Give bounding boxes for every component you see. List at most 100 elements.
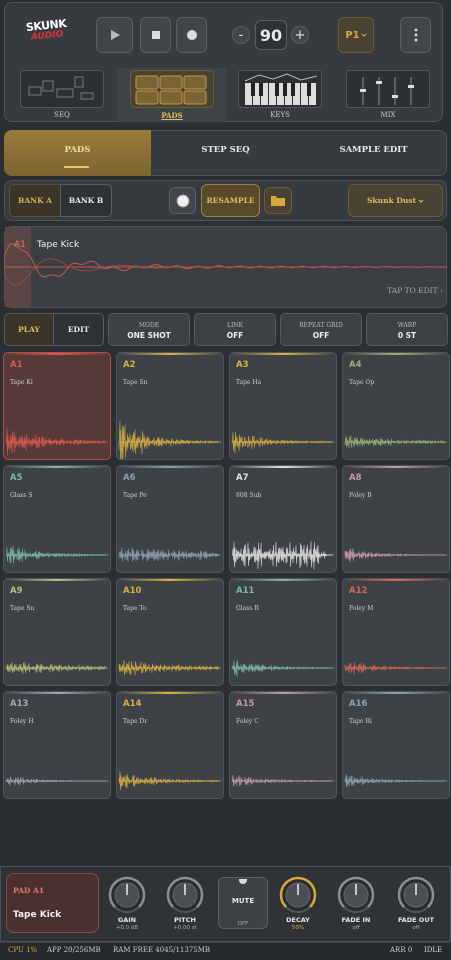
pad[interactable]: A8 Foley B	[342, 465, 450, 573]
pad-wave	[231, 431, 332, 454]
pad[interactable]: A4 Tape Op	[342, 352, 450, 460]
mute-value: OFF	[237, 921, 249, 927]
black-key	[259, 83, 263, 96]
stop-button[interactable]	[140, 17, 171, 53]
knob-value: +0.00 st	[173, 925, 197, 931]
pad[interactable]: A5 Glass S	[3, 465, 111, 573]
black-key	[291, 83, 295, 96]
knob[interactable]	[278, 875, 318, 915]
pad-name: Tape Dr	[123, 718, 148, 725]
pad-cell	[159, 75, 183, 90]
pad-id: A16	[349, 699, 368, 709]
folder-icon	[271, 196, 285, 206]
pad-wave	[344, 548, 445, 563]
tab-thumb[interactable]	[130, 70, 214, 108]
mode-tab-active	[4, 130, 151, 176]
pad-id: A5	[10, 473, 23, 483]
knob-value: +0.0 dB	[115, 925, 139, 931]
pad[interactable]: A6 Tape Pe	[116, 465, 224, 573]
pad-waveform	[118, 420, 221, 459]
folder-button[interactable]	[264, 187, 292, 214]
menu-button[interactable]	[400, 17, 431, 53]
pad-name: Tape Kick	[13, 910, 62, 920]
pad-waveform	[232, 541, 334, 570]
tempo[interactable]: 90	[255, 20, 287, 50]
knob-label: GAIN	[117, 916, 137, 924]
pad[interactable]: A2 Tape Sn	[116, 352, 224, 460]
knob-label: DECAY	[286, 916, 310, 924]
resample-arm[interactable]	[169, 187, 196, 214]
tab-label[interactable]: PADS	[161, 111, 183, 120]
pad-wave	[118, 547, 219, 563]
bank-a[interactable]: BANK A	[9, 184, 61, 217]
pad-wave	[5, 427, 106, 456]
mode-tab[interactable]: SAMPLE EDIT	[339, 145, 408, 155]
pad-wave	[231, 659, 332, 677]
tab-label[interactable]: SEQ	[54, 111, 70, 119]
knob[interactable]	[107, 875, 147, 915]
mode-tab[interactable]: PADS	[64, 145, 91, 155]
pad[interactable]: A9 Tape Sn	[3, 578, 111, 686]
menu-icon	[414, 28, 417, 42]
sample-name: Tape Kick	[37, 240, 80, 250]
knob-label: FADE OUT	[397, 916, 435, 924]
pad-name: Tape Pe	[123, 492, 147, 499]
bank-b[interactable]: BANK B	[60, 184, 112, 217]
record-button[interactable]	[176, 17, 207, 53]
control[interactable]: MODE ONE SHOT	[108, 313, 190, 346]
pad-name: Tape Sn	[10, 605, 35, 612]
knob[interactable]	[396, 875, 436, 915]
tab-label[interactable]: MIX	[380, 111, 396, 119]
black-key	[275, 83, 279, 96]
resample-button[interactable]: RESAMPLE	[201, 184, 260, 217]
edit-mode[interactable]: EDIT	[53, 313, 104, 346]
pad[interactable]: A3 Tape Ha	[229, 352, 337, 460]
knob[interactable]	[336, 875, 376, 915]
pad-name: Foley B	[349, 492, 372, 499]
pad-waveform	[231, 431, 334, 454]
tap-to-edit[interactable]: TAP TO EDIT ›	[387, 286, 443, 295]
pad[interactable]: A14 Tape Dr	[116, 691, 224, 799]
pad-wave	[5, 545, 106, 564]
fader-cap	[392, 95, 398, 98]
tempo-plus[interactable]: +	[291, 26, 309, 44]
tab-icon	[135, 75, 207, 105]
pad[interactable]: A15 Foley C	[229, 691, 337, 799]
tab-thumb[interactable]	[346, 70, 430, 108]
pad-strip	[4, 692, 110, 694]
knob-value: off	[352, 925, 360, 931]
white-key	[245, 83, 252, 105]
pad[interactable]: A12 Foley M	[342, 578, 450, 686]
knob[interactable]	[165, 875, 205, 915]
white-key	[293, 83, 300, 105]
pad[interactable]: A10 Tape To	[116, 578, 224, 686]
control-label: REPEAT GRID	[299, 322, 343, 329]
pad-wave	[232, 541, 332, 570]
selected-pad[interactable]: PAD A1 Tape Kick	[6, 873, 99, 933]
knob-label: FADE IN	[341, 916, 371, 924]
tab-thumb[interactable]	[20, 70, 104, 108]
mode-tab[interactable]: STEP SEQ	[201, 145, 250, 155]
play-button[interactable]	[96, 17, 133, 53]
pad-cell	[183, 90, 207, 105]
tab-icon	[360, 77, 414, 105]
pad[interactable]: A11 Glass R	[229, 578, 337, 686]
mute-button[interactable]: MUTE OFF	[218, 877, 268, 929]
play-mode[interactable]: PLAY	[4, 313, 54, 346]
pad[interactable]: A13 Foley H	[3, 691, 111, 799]
tempo-minus[interactable]: -	[232, 26, 250, 44]
pad-name: Tape Op	[349, 379, 375, 386]
tab-label[interactable]: KEYS	[270, 111, 290, 119]
seq-block	[56, 88, 74, 98]
pad[interactable]: A7 808 Sub	[229, 465, 337, 573]
tab-thumb[interactable]	[238, 70, 322, 108]
pad[interactable]: A16 Tape Ri	[342, 691, 450, 799]
control[interactable]: REPEAT GRID OFF	[280, 313, 362, 346]
pad[interactable]: A1 Tape Ki	[3, 352, 111, 460]
control-label: MODE	[138, 322, 160, 329]
control[interactable]: LINK OFF	[194, 313, 276, 346]
kit-select[interactable]: Skunk Dust	[348, 184, 443, 217]
pattern-button[interactable]: P1	[338, 17, 374, 53]
control[interactable]: WARP 0 ST	[366, 313, 448, 346]
contour	[244, 73, 318, 82]
